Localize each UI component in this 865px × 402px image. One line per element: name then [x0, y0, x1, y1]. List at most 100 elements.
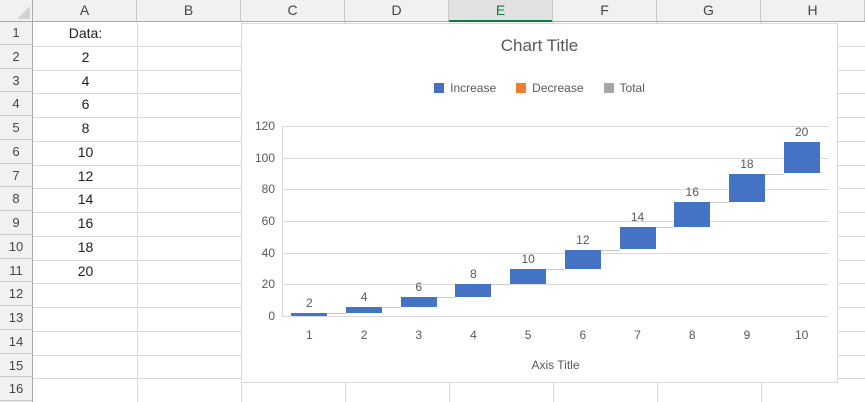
chart-legend[interactable]: Increase Decrease Total — [242, 80, 837, 96]
waterfall-bar-2[interactable] — [346, 306, 383, 313]
y-axis-label[interactable]: 100 — [254, 150, 275, 165]
legend-item-increase[interactable]: Increase — [434, 81, 496, 95]
x-axis-label[interactable]: 7 — [634, 328, 641, 342]
chart-title[interactable]: Chart Title — [500, 36, 579, 55]
bar-data-label: 4 — [360, 289, 368, 304]
row-header-11[interactable]: 11 — [0, 260, 32, 283]
bar-data-label: 6 — [415, 280, 423, 294]
row-header-10[interactable]: 10 — [0, 236, 32, 259]
bar-data-label: 20 — [794, 124, 809, 139]
column-header-f[interactable]: F — [553, 0, 657, 21]
cell-a7[interactable]: 12 — [77, 167, 94, 184]
column-header-a[interactable]: A — [33, 0, 137, 21]
legend-item-total[interactable]: Total — [603, 81, 645, 95]
connector-line — [436, 297, 456, 298]
row-header-6[interactable]: 6 — [0, 141, 32, 164]
cell-a1[interactable]: Data: — [68, 25, 103, 41]
waterfall-bar-1[interactable] — [291, 312, 328, 316]
legend-label: Total — [619, 81, 645, 95]
select-all-corner[interactable] — [0, 0, 33, 22]
cell-a5[interactable]: 8 — [81, 120, 90, 136]
y-axis-label[interactable]: 20 — [261, 277, 275, 292]
waterfall-bar-10[interactable] — [783, 141, 820, 174]
row-header-13[interactable]: 13 — [0, 307, 32, 330]
y-gridline — [282, 316, 829, 317]
row-header-9[interactable]: 9 — [0, 212, 32, 235]
legend-swatch-decrease — [516, 83, 527, 93]
column-header-b[interactable]: B — [137, 0, 241, 21]
row-header-8[interactable]: 8 — [0, 188, 32, 211]
chart-area[interactable]: Chart Title Increase Decrease Total Axis T… — [241, 23, 838, 383]
y-gridline — [282, 284, 829, 286]
row-header-16[interactable]: 16 — [0, 378, 32, 401]
x-axis-label[interactable]: 9 — [743, 328, 751, 342]
row-header-1[interactable]: 1 — [0, 22, 32, 45]
column-header-d[interactable]: D — [345, 0, 449, 21]
row-header-14[interactable]: 14 — [0, 331, 32, 354]
y-axis-label[interactable]: 40 — [261, 245, 275, 260]
cell-a3[interactable]: 4 — [81, 72, 90, 89]
bar-data-label: 14 — [630, 210, 645, 225]
waterfall-bar-4[interactable] — [455, 284, 492, 297]
x-axis-label[interactable]: 1 — [306, 328, 313, 342]
cell-a4[interactable]: 6 — [81, 96, 90, 113]
x-axis-label[interactable]: 4 — [470, 328, 477, 342]
legend-item-decrease[interactable]: Decrease — [516, 81, 584, 95]
column-header-e[interactable]: E — [449, 0, 553, 22]
waterfall-bar-5[interactable] — [510, 268, 547, 285]
row-header-4[interactable]: 4 — [0, 93, 32, 116]
column-header-c[interactable]: C — [241, 0, 345, 21]
connector-line — [764, 173, 784, 175]
connector-line — [600, 249, 620, 251]
connector-line — [382, 306, 401, 308]
cell-a2[interactable]: 2 — [81, 48, 90, 65]
legend-swatch-total — [603, 83, 614, 93]
cell-a10[interactable]: 18 — [77, 238, 94, 255]
bar-data-label: 10 — [521, 251, 535, 266]
row-header-column: 1 2 3 4 5 6 7 8 9 10 11 12 13 14 15 16 — [0, 22, 33, 402]
row-header-2[interactable]: 2 — [0, 46, 32, 69]
row-header-7[interactable]: 7 — [0, 165, 32, 188]
waterfall-bar-3[interactable] — [400, 297, 437, 307]
column-header-h[interactable]: H — [761, 0, 865, 21]
x-axis-title[interactable]: Axis Title — [531, 358, 580, 372]
y-gridline — [282, 252, 829, 254]
cell-a6[interactable]: 10 — [77, 143, 94, 160]
waterfall-bar-8[interactable] — [674, 202, 711, 228]
x-axis-label[interactable]: 8 — [688, 328, 696, 342]
y-axis-label[interactable]: 60 — [261, 214, 275, 228]
row-header-15[interactable]: 15 — [0, 355, 32, 378]
y-axis-line — [282, 126, 283, 316]
connector-line — [710, 202, 729, 203]
y-gridline — [282, 189, 829, 191]
cell-a8[interactable]: 14 — [77, 191, 94, 208]
x-axis-label[interactable]: 5 — [524, 328, 532, 342]
x-axis-label[interactable]: 10 — [794, 328, 809, 342]
y-axis-label[interactable]: 0 — [268, 309, 275, 323]
y-gridline — [282, 221, 829, 222]
connector-line — [327, 312, 347, 314]
legend-label: Decrease — [532, 81, 584, 95]
cell-a9[interactable]: 16 — [77, 215, 94, 231]
selected-column-underline — [449, 20, 552, 22]
row-header-12[interactable]: 12 — [0, 283, 32, 306]
legend-label: Increase — [450, 81, 497, 95]
row-header-5[interactable]: 5 — [0, 117, 32, 140]
x-axis-label[interactable]: 3 — [415, 328, 423, 342]
y-axis-label[interactable]: 80 — [261, 182, 275, 197]
y-gridline — [282, 126, 829, 127]
bar-data-label: 16 — [685, 185, 699, 199]
row-header-3[interactable]: 3 — [0, 70, 32, 93]
waterfall-bar-9[interactable] — [728, 173, 765, 202]
x-axis-label[interactable]: 6 — [579, 328, 587, 342]
select-all-triangle-icon — [17, 6, 30, 19]
connector-line — [655, 227, 675, 229]
x-axis-label[interactable]: 2 — [360, 328, 368, 342]
y-axis-label[interactable]: 120 — [254, 119, 275, 133]
cell-a11[interactable]: 20 — [77, 262, 94, 279]
waterfall-bar-7[interactable] — [619, 227, 656, 250]
column-header-g[interactable]: G — [657, 0, 761, 21]
connector-line — [546, 268, 565, 270]
waterfall-bar-6[interactable] — [564, 249, 601, 269]
